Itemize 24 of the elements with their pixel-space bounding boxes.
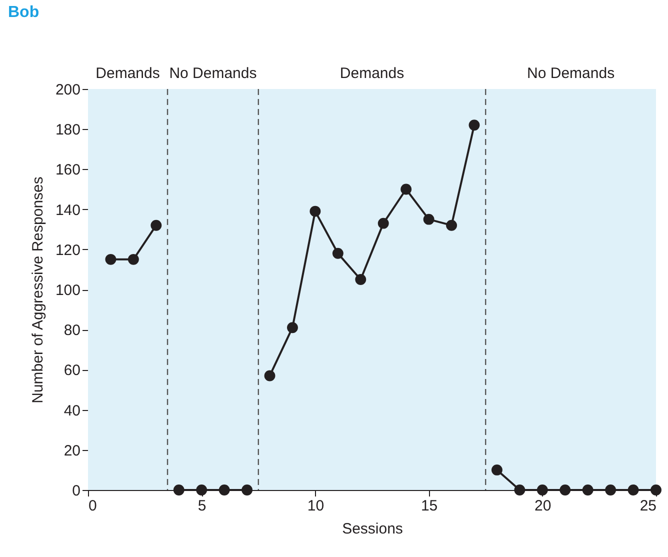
y-tick-label: 40 (64, 402, 80, 420)
y-tick-label: 80 (64, 322, 80, 340)
y-tick-label: 120 (55, 242, 80, 259)
x-tick-label: 15 (420, 498, 438, 514)
x-tick-label: 25 (640, 498, 656, 514)
band-label: Demands (340, 65, 404, 82)
x-tick-label: 0 (88, 498, 97, 514)
band-label: No Demands (527, 65, 615, 82)
y-tick-label: 100 (55, 282, 80, 299)
y-tick-label: 200 (55, 82, 80, 98)
y-tick-label: 160 (55, 162, 80, 179)
x-tick-label: 5 (198, 498, 206, 514)
y-tick-label: 20 (64, 442, 80, 460)
x-axis-title: Sessions (342, 520, 403, 538)
x-tick-label: 10 (307, 498, 324, 514)
band-label: No Demands (169, 65, 257, 82)
x-tick-label: 20 (534, 498, 552, 514)
y-tick-label: 180 (55, 122, 80, 139)
y-tick-label: 140 (55, 202, 80, 219)
band-label: Demands (96, 65, 160, 82)
y-axis-title: Number of Aggressive Responses (29, 176, 46, 404)
chart-title: Bob (8, 4, 40, 21)
y-tick-label: 0 (72, 482, 80, 500)
y-tick-label: 60 (64, 362, 80, 380)
